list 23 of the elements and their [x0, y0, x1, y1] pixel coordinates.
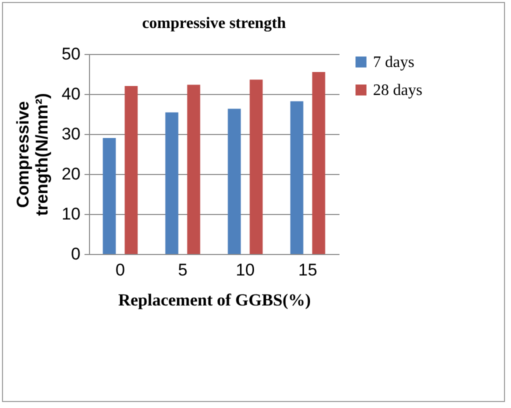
bar: [165, 112, 178, 254]
x-tick-label: 10: [236, 260, 255, 280]
bar: [102, 138, 116, 254]
bar: [312, 72, 326, 254]
legend-label: 7 days: [373, 54, 414, 71]
bar: [228, 108, 241, 254]
bar: [290, 101, 304, 254]
y-tick-label: 0: [71, 244, 80, 264]
bar: [250, 80, 263, 254]
y-tick-label: 10: [62, 204, 80, 224]
chart-title: compressive strength: [142, 15, 286, 32]
y-tick-label: 30: [62, 124, 80, 144]
x-axis-title: Replacement of GGBS(%): [118, 290, 311, 310]
x-tick-label: 5: [178, 260, 188, 280]
bar: [187, 84, 200, 254]
legend-label: 28 days: [373, 82, 422, 99]
x-tick-label: 0: [116, 260, 125, 280]
y-tick-label: 40: [62, 84, 80, 104]
bar: [124, 86, 138, 254]
y-tick-label: 20: [62, 164, 80, 184]
y-axis-title: Compressive trength(N/mm²): [14, 93, 52, 216]
y-tick-label: 50: [62, 44, 80, 64]
x-tick-label: 15: [298, 260, 318, 280]
